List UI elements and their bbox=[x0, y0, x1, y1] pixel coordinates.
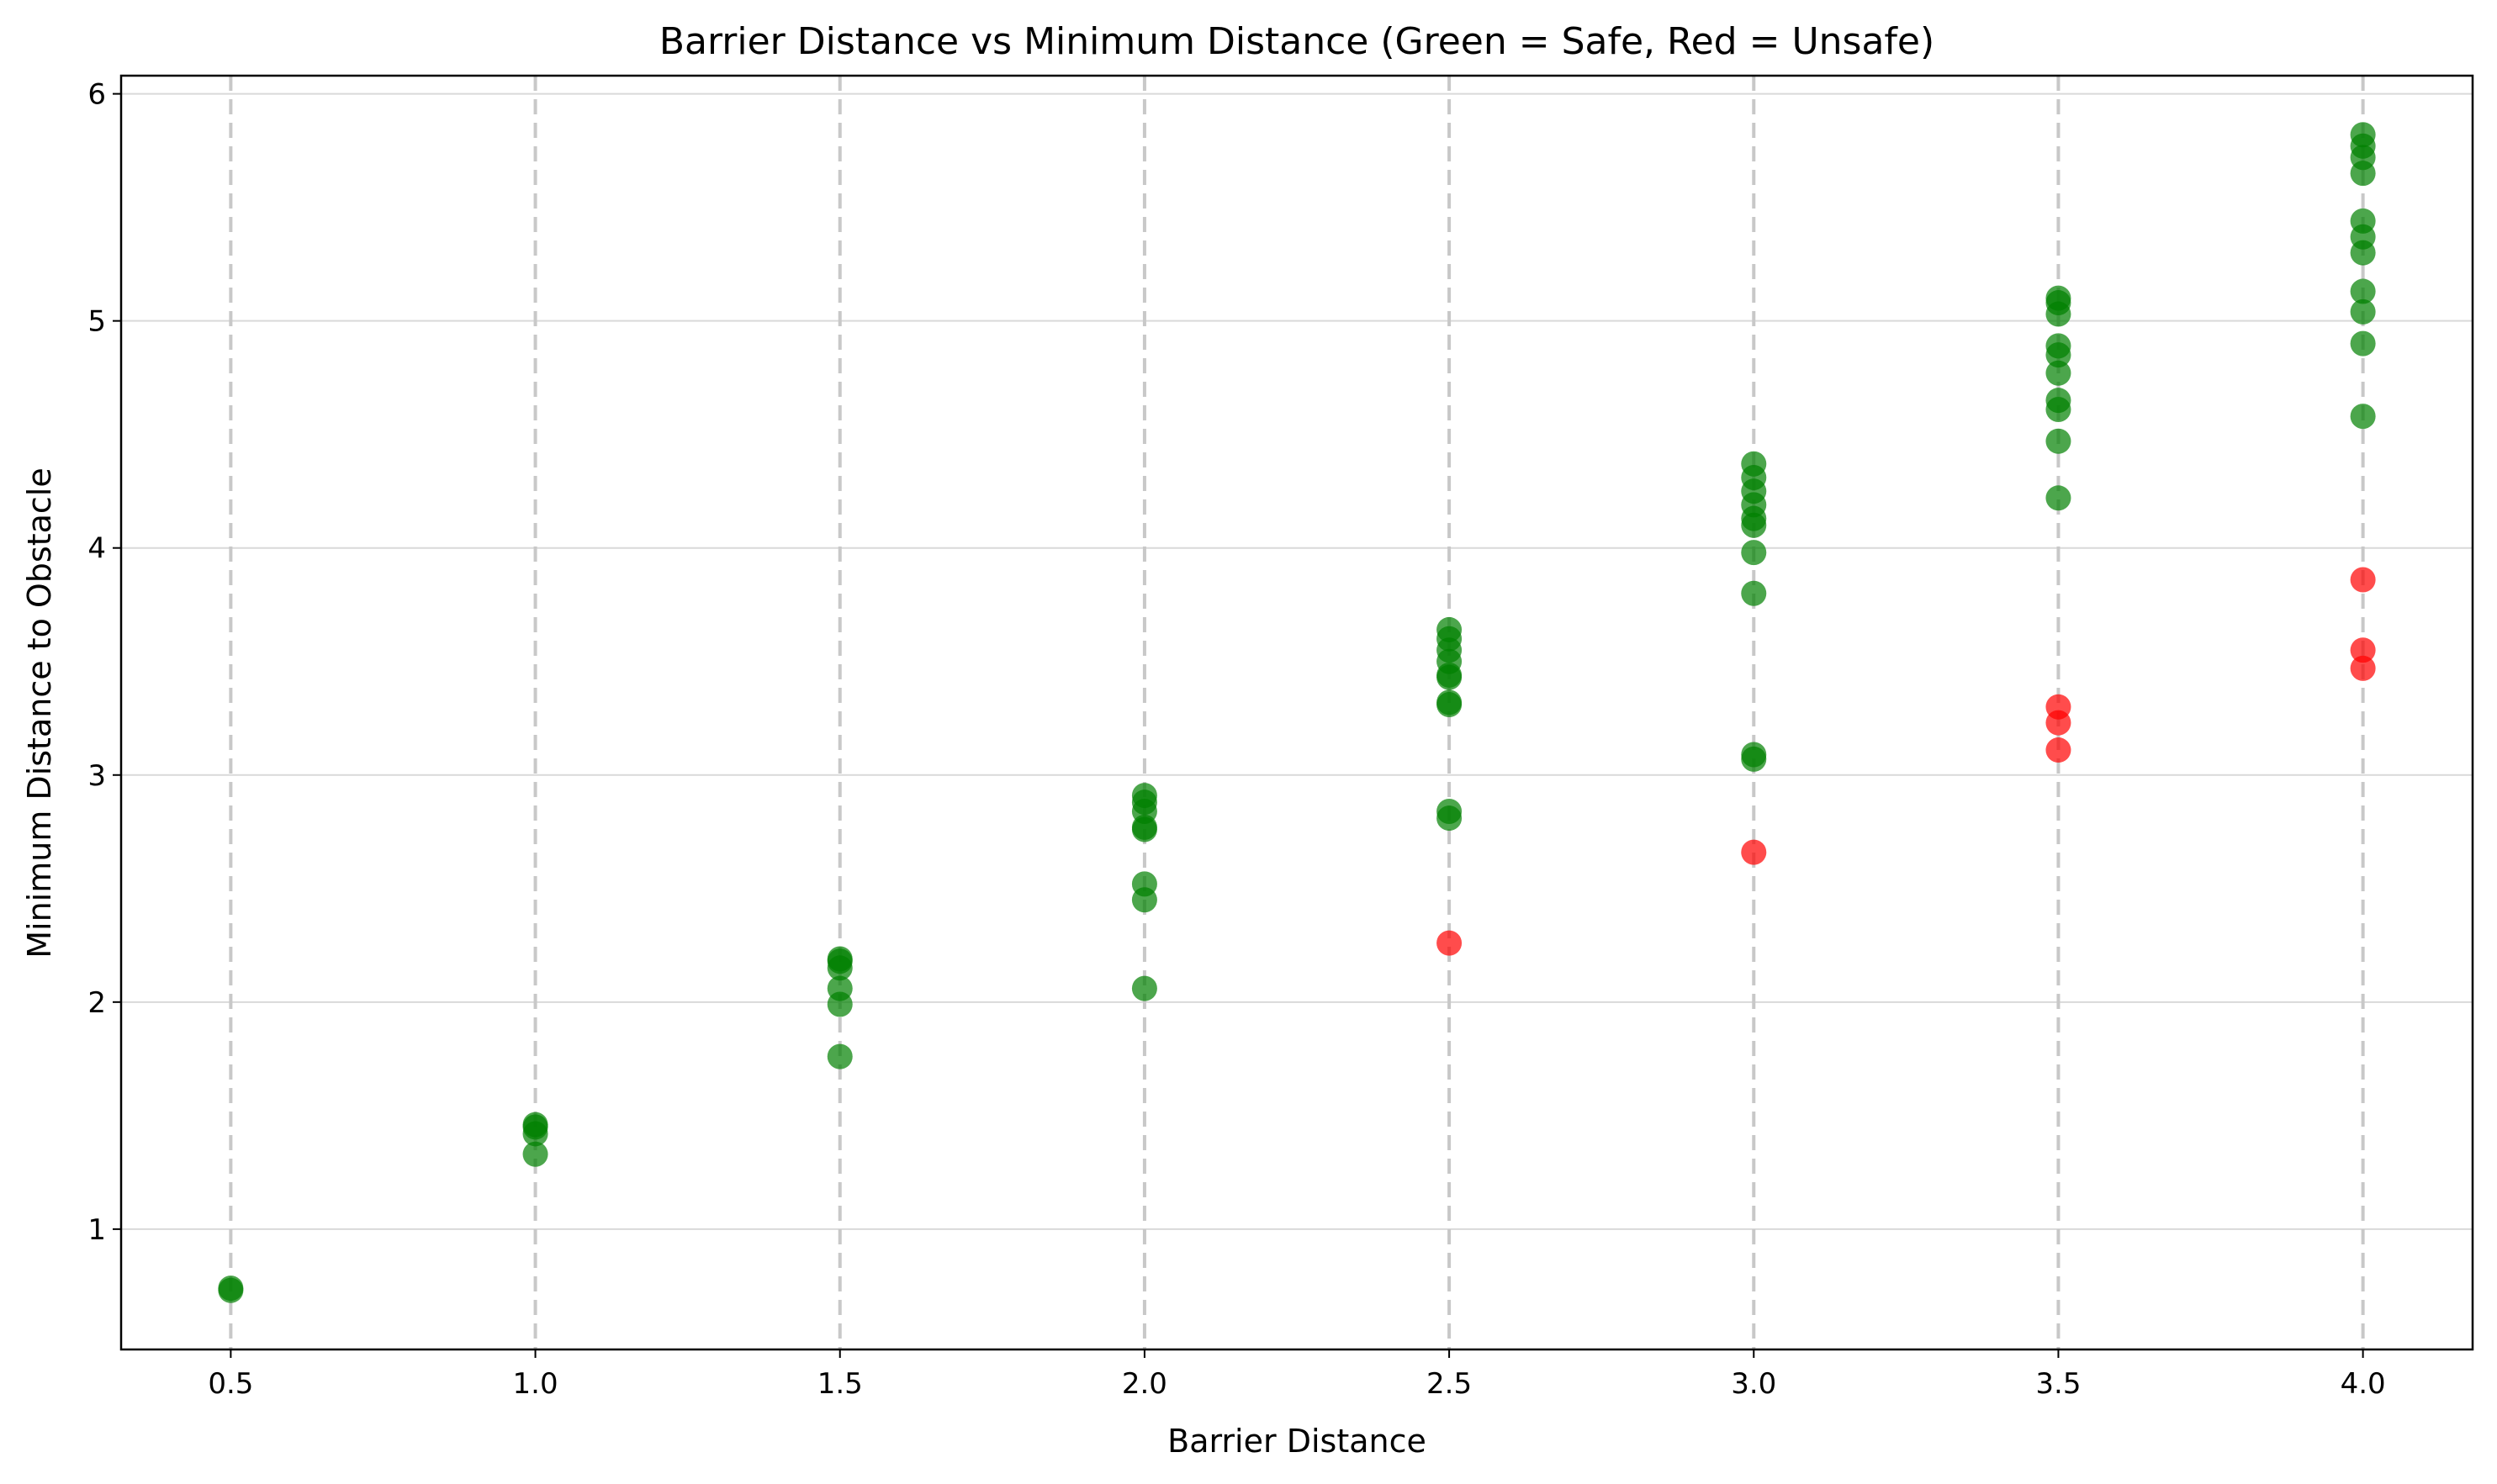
safe-point bbox=[1131, 871, 1157, 897]
x-tick-label: 4.0 bbox=[2341, 1367, 2386, 1401]
safe-point bbox=[827, 1043, 853, 1069]
safe-point bbox=[2045, 285, 2071, 311]
safe-point bbox=[1436, 798, 1463, 824]
safe-point bbox=[1436, 616, 1463, 642]
safe-point bbox=[522, 1141, 548, 1167]
unsafe-point bbox=[2350, 637, 2376, 663]
unsafe-point bbox=[1741, 839, 1767, 865]
y-tick-label: 1 bbox=[87, 1213, 106, 1247]
safe-point bbox=[2045, 485, 2071, 511]
safe-point bbox=[218, 1275, 244, 1302]
y-tick-label: 4 bbox=[87, 532, 106, 566]
safe-point bbox=[827, 975, 853, 1001]
x-tick-label: 2.0 bbox=[1122, 1367, 1167, 1401]
safe-point bbox=[1741, 742, 1767, 768]
x-tick-label: 3.5 bbox=[2035, 1367, 2081, 1401]
safe-point bbox=[1741, 451, 1767, 477]
unsafe-point bbox=[2045, 737, 2071, 763]
safe-point bbox=[827, 946, 853, 972]
safe-point bbox=[1131, 783, 1157, 809]
safe-point bbox=[2350, 404, 2376, 430]
unsafe-point bbox=[2350, 567, 2376, 593]
x-axis-label: Barrier Distance bbox=[1167, 1423, 1426, 1460]
y-axis-ticks: 1 2 3 4 5 6 bbox=[87, 78, 121, 1247]
safe-point bbox=[2045, 428, 2071, 454]
x-axis-ticks: 0.5 1.0 1.5 2.0 2.5 3.0 3.5 4.0 bbox=[208, 1349, 2386, 1401]
unsafe-point bbox=[1436, 930, 1463, 956]
safe-point bbox=[2350, 122, 2376, 148]
x-tick-label: 1.5 bbox=[817, 1367, 863, 1401]
x-tick-label: 0.5 bbox=[208, 1367, 253, 1401]
unsafe-point bbox=[2350, 655, 2376, 681]
y-axis-label: Minimum Distance to Obstacle bbox=[21, 467, 58, 959]
safe-point bbox=[2350, 208, 2376, 234]
safe-point bbox=[2350, 330, 2376, 356]
data-points bbox=[218, 122, 2376, 1303]
safe-point bbox=[1436, 689, 1463, 716]
plot-frame bbox=[119, 74, 2474, 1351]
safe-point bbox=[1741, 540, 1767, 566]
safe-point bbox=[522, 1112, 548, 1138]
x-tick-label: 1.0 bbox=[513, 1367, 558, 1401]
safe-point bbox=[2045, 360, 2071, 386]
safe-point bbox=[2045, 388, 2071, 414]
safe-point bbox=[2045, 333, 2071, 359]
y-tick-label: 3 bbox=[87, 759, 106, 793]
x-tick-label: 2.5 bbox=[1426, 1367, 1472, 1401]
unsafe-point bbox=[2045, 694, 2071, 720]
chart-title: Barrier Distance vs Minimum Distance (Gr… bbox=[659, 20, 1934, 63]
safe-point bbox=[1741, 580, 1767, 606]
safe-point bbox=[2350, 278, 2376, 304]
y-tick-label: 5 bbox=[87, 305, 106, 339]
safe-point bbox=[1131, 975, 1157, 1001]
x-tick-label: 3.0 bbox=[1731, 1367, 1776, 1401]
y-tick-label: 6 bbox=[87, 78, 106, 112]
grid-layer bbox=[121, 92, 2473, 1230]
y-tick-label: 2 bbox=[87, 986, 106, 1020]
safe-point bbox=[2350, 298, 2376, 325]
